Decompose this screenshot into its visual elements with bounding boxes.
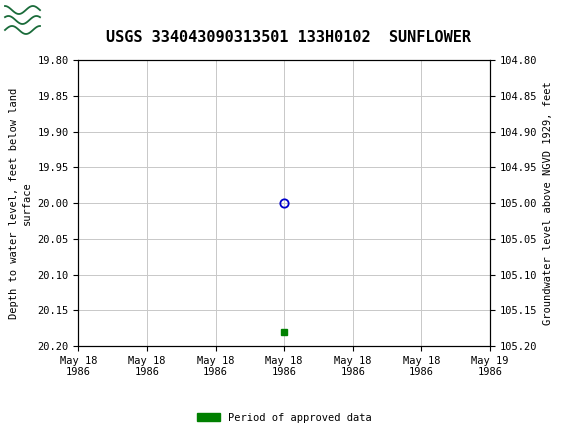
Legend: Period of approved data: Period of approved data <box>193 408 376 427</box>
Y-axis label: Depth to water level, feet below land
surface: Depth to water level, feet below land su… <box>9 88 32 319</box>
Y-axis label: Groundwater level above NGVD 1929, feet: Groundwater level above NGVD 1929, feet <box>543 81 553 325</box>
FancyBboxPatch shape <box>4 3 42 37</box>
Text: USGS 334043090313501 133H0102  SUNFLOWER: USGS 334043090313501 133H0102 SUNFLOWER <box>106 30 471 45</box>
Text: USGS: USGS <box>48 10 108 30</box>
